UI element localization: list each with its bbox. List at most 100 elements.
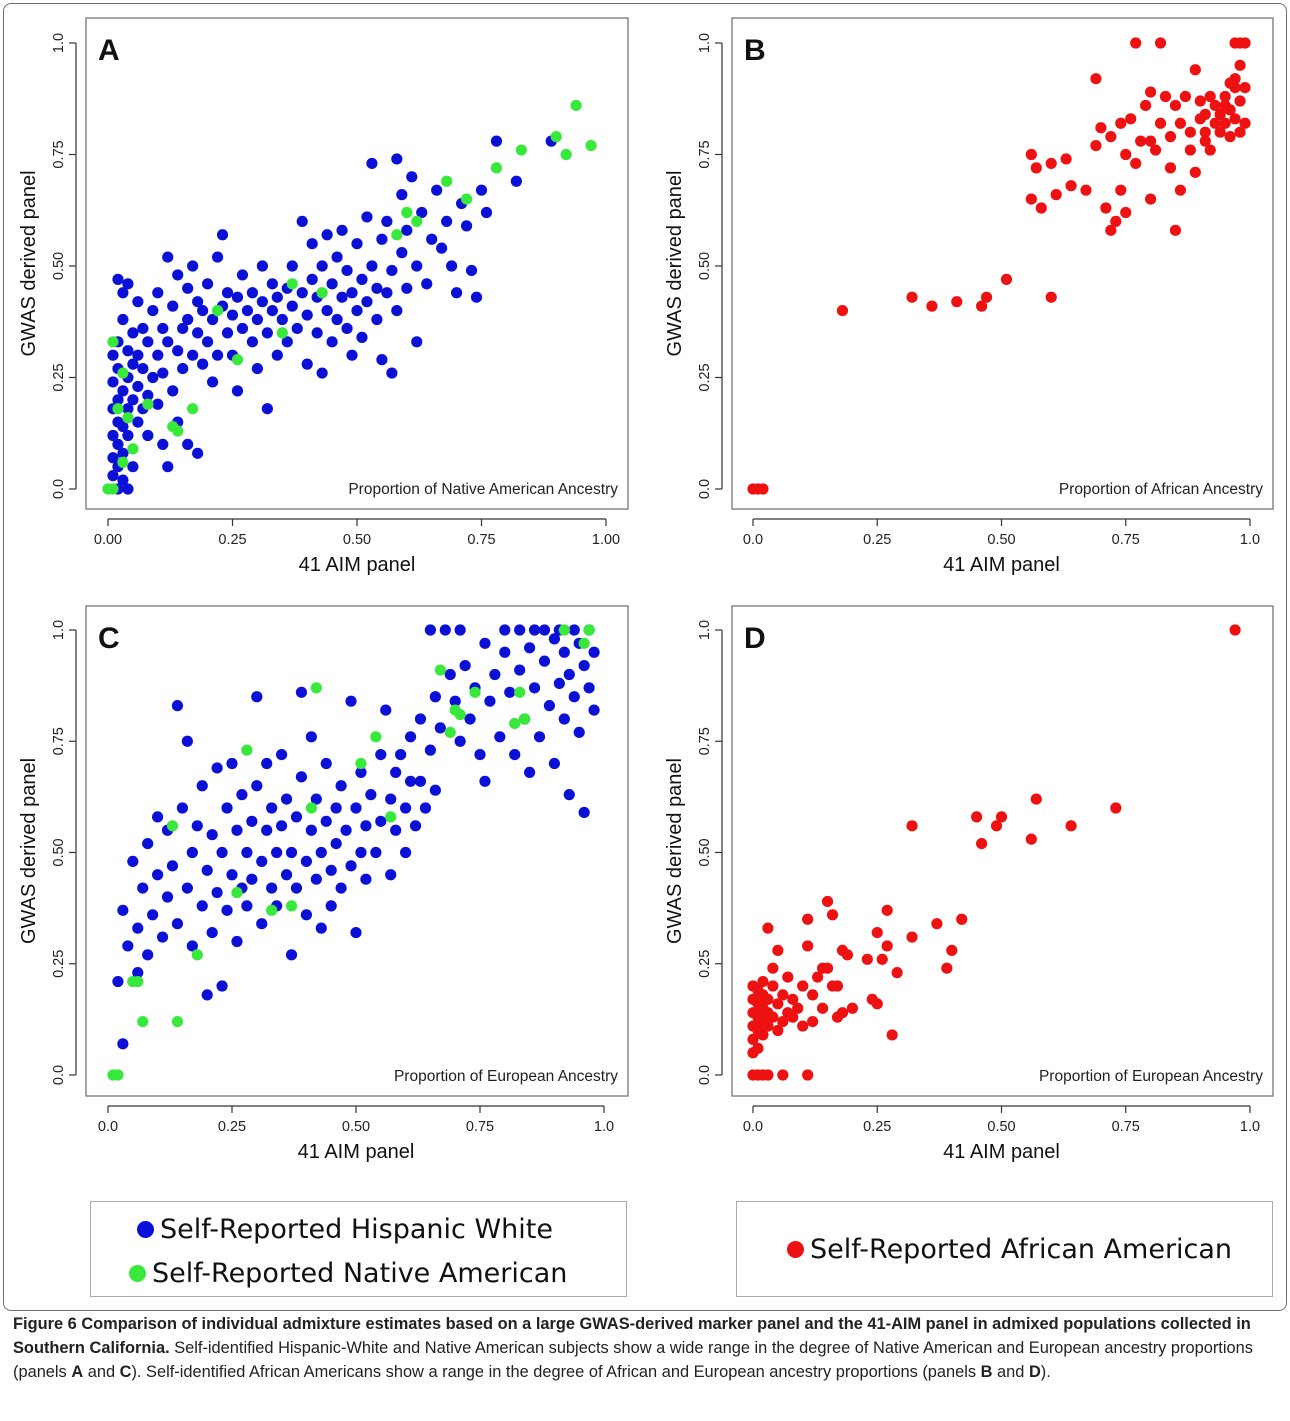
data-point-a-self-reported-hispanic-white xyxy=(157,322,169,335)
data-point-d-self-reported-african-american xyxy=(757,975,769,988)
data-point-c-self-reported-native-american xyxy=(509,717,521,730)
data-point-a-self-reported-hispanic-white xyxy=(386,264,398,277)
data-point-c-self-reported-hispanic-white xyxy=(449,695,461,707)
y-tick-label-c: 0.0 xyxy=(51,1065,67,1085)
x-axis-title-d: 41 AIM panel xyxy=(943,1141,1060,1163)
figure-frame xyxy=(3,3,1287,1311)
data-point-a-self-reported-hispanic-white xyxy=(122,403,134,415)
data-point-a-self-reported-native-american xyxy=(107,483,119,495)
data-point-c-self-reported-hispanic-white xyxy=(563,668,575,681)
data-point-a-self-reported-hispanic-white xyxy=(341,322,353,335)
data-point-a-self-reported-hispanic-white xyxy=(441,215,453,227)
data-point-b-self-reported-african-american xyxy=(1229,113,1241,125)
caption-ref-c: C xyxy=(119,1363,132,1381)
plot-box-a xyxy=(85,17,629,510)
data-point-a-self-reported-hispanic-white xyxy=(162,336,174,348)
data-point-b-self-reported-african-american xyxy=(1050,189,1062,201)
data-point-c-self-reported-hispanic-white xyxy=(404,731,417,743)
data-point-b-self-reported-african-american xyxy=(1209,117,1221,129)
data-point-c-self-reported-hispanic-white xyxy=(524,642,536,654)
data-point-c-self-reported-hispanic-white xyxy=(434,722,446,734)
data-point-c-self-reported-hispanic-white xyxy=(563,789,575,801)
data-point-c-self-reported-hispanic-white xyxy=(181,882,193,894)
data-point-b-self-reported-african-american xyxy=(1219,117,1231,129)
data-point-a-self-reported-hispanic-white xyxy=(117,420,129,433)
caption-title: Comparison of individual admixture estim… xyxy=(13,1315,1251,1357)
data-point-a-self-reported-native-american xyxy=(560,148,572,161)
data-point-c-self-reported-hispanic-white xyxy=(355,846,367,859)
data-point-a-self-reported-hispanic-white xyxy=(137,322,149,335)
data-point-b-self-reported-african-american xyxy=(980,291,993,303)
data-point-c-self-reported-hispanic-white xyxy=(300,855,312,868)
data-point-a-self-reported-hispanic-white xyxy=(271,291,283,303)
x-tick-label-a: 1.00 xyxy=(592,532,620,548)
data-point-c-self-reported-hispanic-white xyxy=(395,749,407,761)
data-point-b-self-reported-african-american xyxy=(1115,184,1127,196)
data-point-a-self-reported-hispanic-white xyxy=(326,278,338,290)
data-point-d-self-reported-african-american xyxy=(807,989,819,1001)
data-point-a-self-reported-hispanic-white xyxy=(162,461,174,473)
data-point-a-self-reported-hispanic-white xyxy=(127,394,139,406)
data-point-c-self-reported-hispanic-white xyxy=(310,873,322,885)
data-point-a-self-reported-hispanic-white xyxy=(465,264,478,277)
data-point-a-self-reported-hispanic-white xyxy=(202,336,214,348)
data-point-c-self-reported-hispanic-white xyxy=(276,749,288,761)
x-tick-label-a: 0.00 xyxy=(94,532,122,548)
y-tick-label-d: 1.0 xyxy=(697,620,713,640)
data-point-c-self-reported-hispanic-white xyxy=(583,682,595,694)
data-point-d-self-reported-african-american xyxy=(762,1069,774,1081)
data-point-b-self-reported-african-american xyxy=(976,300,988,312)
y-tick-label-a: 1.0 xyxy=(51,33,67,53)
data-point-a-self-reported-native-american xyxy=(187,403,199,415)
data-point-d-self-reported-african-american xyxy=(752,1042,764,1054)
data-point-d-self-reported-african-american xyxy=(861,953,873,965)
data-point-c-self-reported-hispanic-white xyxy=(558,646,570,658)
data-point-a-self-reported-hispanic-white xyxy=(331,313,343,326)
data-point-a-self-reported-hispanic-white xyxy=(261,327,273,339)
data-point-c-self-reported-hispanic-white xyxy=(112,975,124,988)
data-point-b-self-reported-african-american xyxy=(1140,99,1152,112)
data-point-b-self-reported-african-american xyxy=(1184,144,1196,156)
data-point-a-self-reported-hispanic-white xyxy=(127,327,139,339)
data-point-c-self-reported-hispanic-white xyxy=(553,677,565,690)
data-point-b-self-reported-african-american xyxy=(1229,37,1241,49)
data-point-b-self-reported-african-american xyxy=(1204,144,1216,156)
data-point-a-self-reported-native-american xyxy=(112,403,124,415)
data-point-a-self-reported-native-american xyxy=(490,162,503,174)
data-point-a-self-reported-native-american xyxy=(570,99,582,112)
data-point-c-self-reported-hispanic-white xyxy=(340,824,352,836)
data-point-d-self-reported-african-american xyxy=(747,1033,759,1045)
legend-item-native-american: Self-Reported Native American xyxy=(129,1258,567,1289)
data-point-d-self-reported-african-american xyxy=(767,980,779,992)
plot-box-c xyxy=(85,605,629,1097)
data-point-a-self-reported-hispanic-white xyxy=(132,296,144,308)
panel-letter-b: B xyxy=(744,34,766,67)
caption-text-2: ). Self-identified African Americans sho… xyxy=(131,1363,981,1381)
data-point-b-self-reported-african-american xyxy=(1219,90,1231,103)
data-point-a-self-reported-hispanic-white xyxy=(192,447,204,459)
data-point-b-self-reported-african-american xyxy=(1125,113,1137,125)
data-point-a-self-reported-hispanic-white xyxy=(236,322,249,335)
data-point-a-self-reported-hispanic-white xyxy=(177,322,189,335)
data-point-c-self-reported-hispanic-white xyxy=(256,855,268,868)
data-point-b-self-reported-african-american xyxy=(1000,273,1013,285)
data-point-c-self-reported-hispanic-white xyxy=(132,967,144,979)
data-point-c-self-reported-hispanic-white xyxy=(161,891,174,903)
panel-annotation-b: Proportion of African Ancestry xyxy=(1059,481,1263,498)
data-point-d-self-reported-african-american xyxy=(777,989,789,1001)
data-point-c-self-reported-hispanic-white xyxy=(211,762,223,774)
data-point-c-self-reported-native-american xyxy=(231,886,243,899)
data-point-d-self-reported-african-american xyxy=(757,1029,769,1041)
data-point-d-self-reported-african-american xyxy=(906,931,918,943)
data-point-c-self-reported-hispanic-white xyxy=(390,824,402,836)
data-point-d-self-reported-african-american xyxy=(886,1029,898,1041)
data-point-c-self-reported-hispanic-white xyxy=(191,820,203,832)
y-tick-label-b: 0.0 xyxy=(697,479,713,499)
data-point-b-self-reported-african-american xyxy=(926,300,938,312)
data-point-b-self-reported-african-american xyxy=(1154,117,1167,129)
data-point-c-self-reported-native-american xyxy=(112,1069,124,1081)
data-point-b-self-reported-african-american xyxy=(1135,135,1147,147)
data-point-c-self-reported-hispanic-white xyxy=(261,757,273,770)
data-point-a-self-reported-native-american xyxy=(172,425,184,437)
data-point-a-self-reported-hispanic-white xyxy=(381,287,393,299)
